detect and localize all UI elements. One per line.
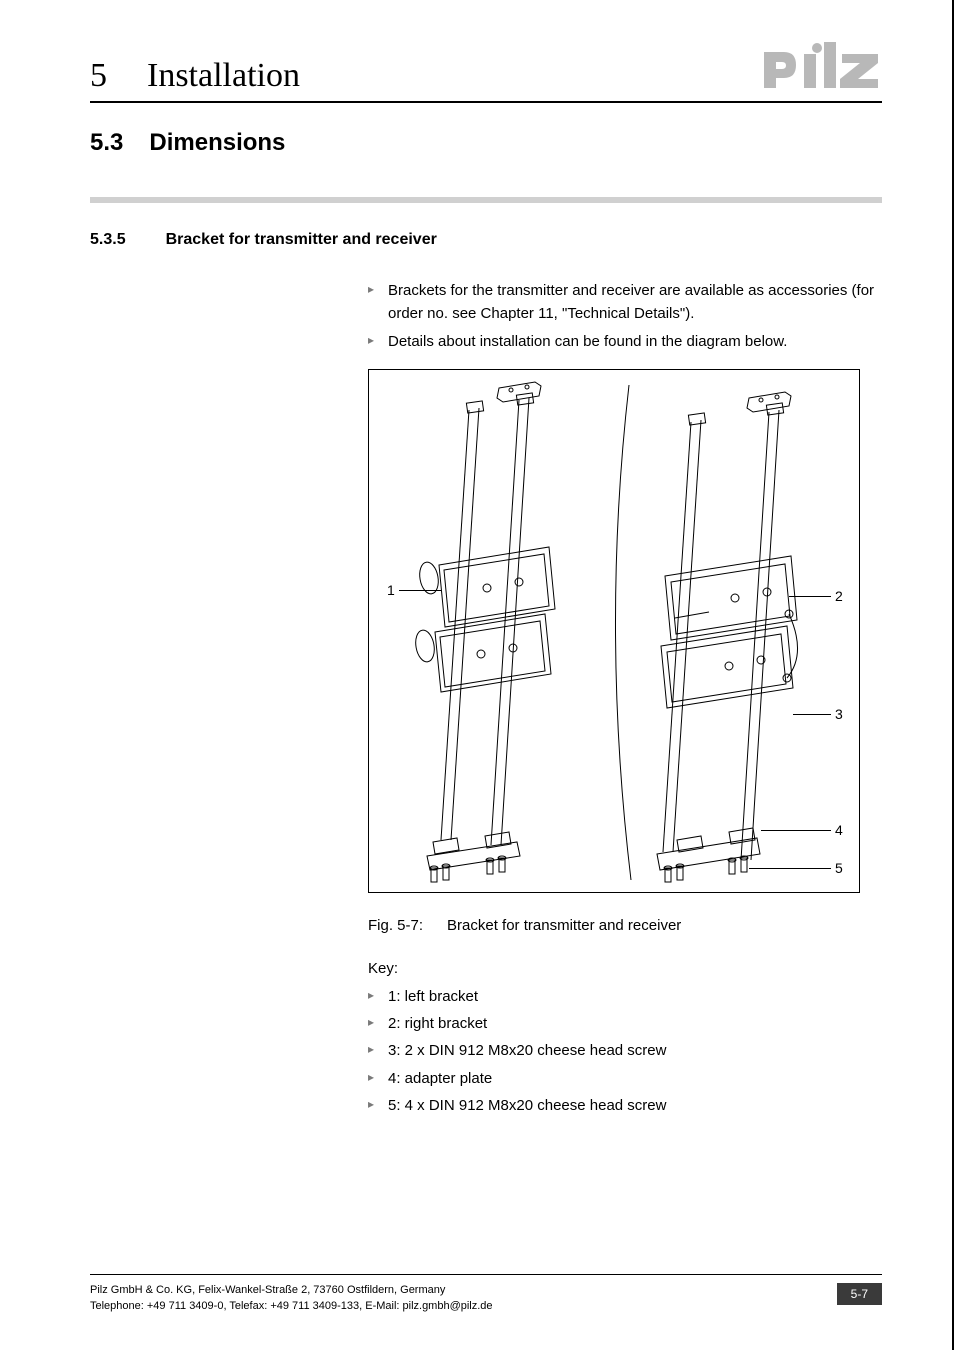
callout-2: 2 bbox=[835, 588, 843, 604]
grey-rule bbox=[90, 197, 882, 203]
footer-rule bbox=[90, 1274, 882, 1275]
section-number: 5.3 bbox=[90, 129, 123, 157]
footer-address: Pilz GmbH & Co. KG, Felix-Wankel-Straße … bbox=[90, 1283, 493, 1314]
figure-label: Fig. 5-7: bbox=[368, 917, 423, 934]
list-item: 3: 2 x DIN 912 M8x20 cheese head screw bbox=[368, 1039, 882, 1062]
key-list: 1: left bracket 2: right bracket 3: 2 x … bbox=[368, 985, 882, 1117]
chapter-heading: 5 Installation bbox=[90, 57, 300, 95]
subsection-heading: 5.3.5 Bracket for transmitter and receiv… bbox=[90, 231, 882, 249]
list-item: Details about installation can be found … bbox=[368, 330, 882, 353]
subsection-title: Bracket for transmitter and receiver bbox=[166, 231, 437, 249]
list-item: 5: 4 x DIN 912 M8x20 cheese head screw bbox=[368, 1094, 882, 1117]
callout-line bbox=[793, 714, 831, 715]
section-title: Dimensions bbox=[149, 129, 285, 157]
footer-line1: Pilz GmbH & Co. KG, Felix-Wankel-Straße … bbox=[90, 1283, 493, 1298]
intro-bullet-list: Brackets for the transmitter and receive… bbox=[368, 279, 882, 353]
list-item: Brackets for the transmitter and receive… bbox=[368, 279, 882, 326]
callout-line bbox=[789, 596, 831, 597]
callout-line bbox=[761, 830, 831, 831]
callout-5: 5 bbox=[835, 860, 843, 876]
figure-caption: Fig. 5-7: Bracket for transmitter and re… bbox=[368, 917, 882, 934]
page-footer: Pilz GmbH & Co. KG, Felix-Wankel-Straße … bbox=[90, 1274, 882, 1314]
footer-line2: Telephone: +49 711 3409-0, Telefax: +49 … bbox=[90, 1299, 493, 1314]
list-item: 4: adapter plate bbox=[368, 1067, 882, 1090]
figure-caption-text: Bracket for transmitter and receiver bbox=[447, 917, 681, 934]
callout-line bbox=[399, 590, 441, 591]
callout-1: 1 bbox=[387, 582, 395, 598]
section-heading: 5.3 Dimensions bbox=[90, 129, 882, 157]
list-item: 1: left bracket bbox=[368, 985, 882, 1008]
pilz-logo bbox=[762, 40, 882, 95]
header-rule bbox=[90, 101, 882, 103]
subsection-number: 5.3.5 bbox=[90, 231, 126, 249]
callout-line bbox=[749, 868, 831, 869]
chapter-number: 5 bbox=[90, 57, 107, 95]
page-number-badge: 5-7 bbox=[837, 1283, 882, 1305]
chapter-title: Installation bbox=[147, 57, 300, 95]
figure-diagram: 1 2 3 4 5 bbox=[368, 369, 860, 893]
callout-3: 3 bbox=[835, 706, 843, 722]
callout-4: 4 bbox=[835, 822, 843, 838]
key-label: Key: bbox=[368, 960, 882, 977]
list-item: 2: right bracket bbox=[368, 1012, 882, 1035]
